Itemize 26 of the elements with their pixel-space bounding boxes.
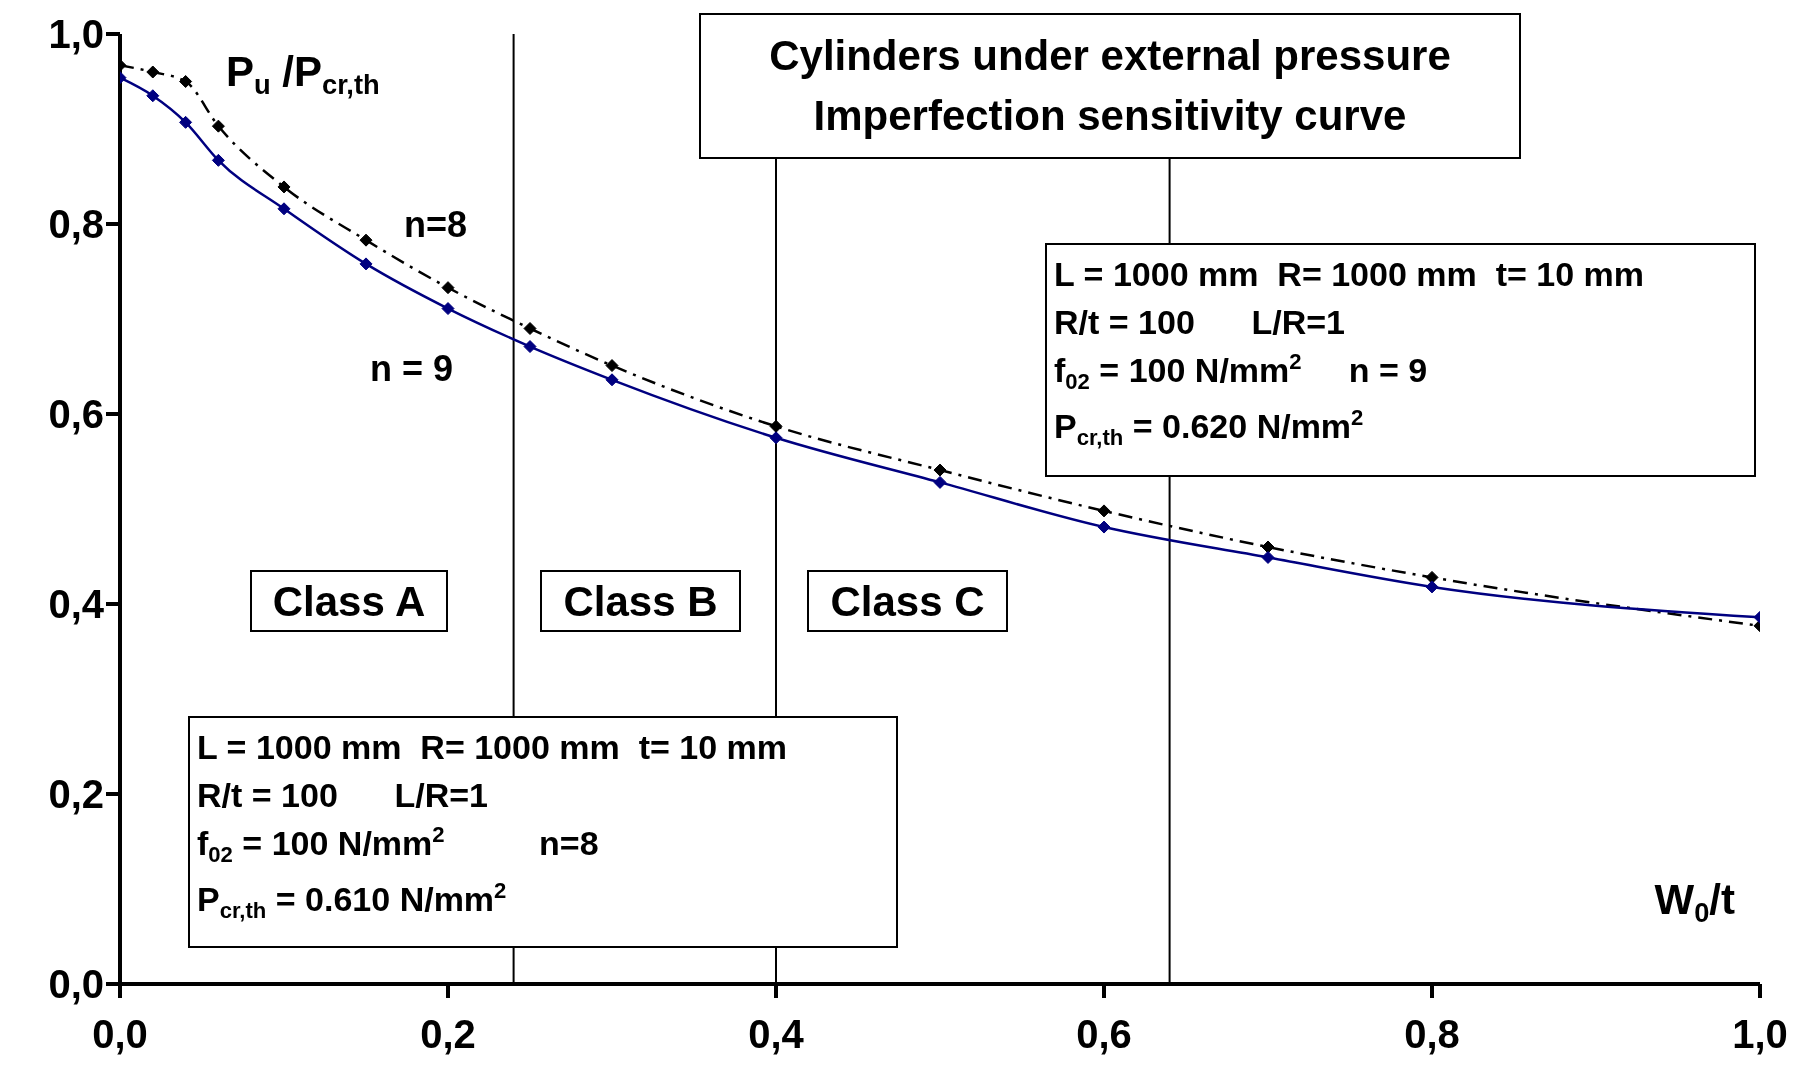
y-tick-label: 0,0 — [48, 962, 104, 1007]
series-label: n = 9 — [370, 348, 454, 389]
text-box: L = 1000 mm R= 1000 mm t= 10 mm R/t = 100 L/R=1 f$_{02}$ = 100 N/mm$^{2}$ n = 9 P$_{cr,th}$ = 0.620 N/mm$^{2}$ — [1045, 243, 1756, 477]
y-tick-label: 0,8 — [48, 202, 104, 247]
text-box: Class C — [807, 570, 1008, 632]
x-tick-label: 0,8 — [1404, 1012, 1460, 1057]
series-label: n=8 — [404, 204, 468, 245]
x-axis-title: W$_{0}$/t — [1654, 876, 1736, 929]
y-tick-label: 0,2 — [48, 772, 104, 817]
annotation: Class C — [830, 578, 985, 625]
y-tick-label: 1,0 — [48, 12, 104, 57]
text-box: L = 1000 mm R= 1000 mm t= 10 mm R/t = 100 L/R=1 f$_{02}$ = 100 N/mm$^{2}$ n=8 P$_{cr,th}$ = 0.610 N/mm$^{2}$ — [188, 716, 898, 948]
y-axis-title: P$_{u}$ /P$_{cr,th}$ — [226, 48, 380, 101]
annotation: Class B — [563, 578, 718, 625]
text-box: Class B — [540, 570, 741, 632]
x-tick-label: 0,0 — [92, 1012, 148, 1057]
y-tick-label: 0,4 — [48, 582, 105, 627]
chart-title: Cylinders under external pressure — [769, 32, 1451, 79]
x-tick-label: 0,2 — [420, 1012, 476, 1057]
x-tick-label: 0,4 — [748, 1012, 805, 1057]
annotation: Class A — [272, 578, 426, 625]
x-tick-label: 0,6 — [1076, 1012, 1132, 1057]
text-box: Class A — [250, 570, 448, 632]
title-box: Cylinders under external pressure Imperfection sensitivity curve — [699, 13, 1521, 159]
y-tick-label: 0,6 — [48, 392, 104, 437]
x-tick-label: 1,0 — [1732, 1012, 1788, 1057]
